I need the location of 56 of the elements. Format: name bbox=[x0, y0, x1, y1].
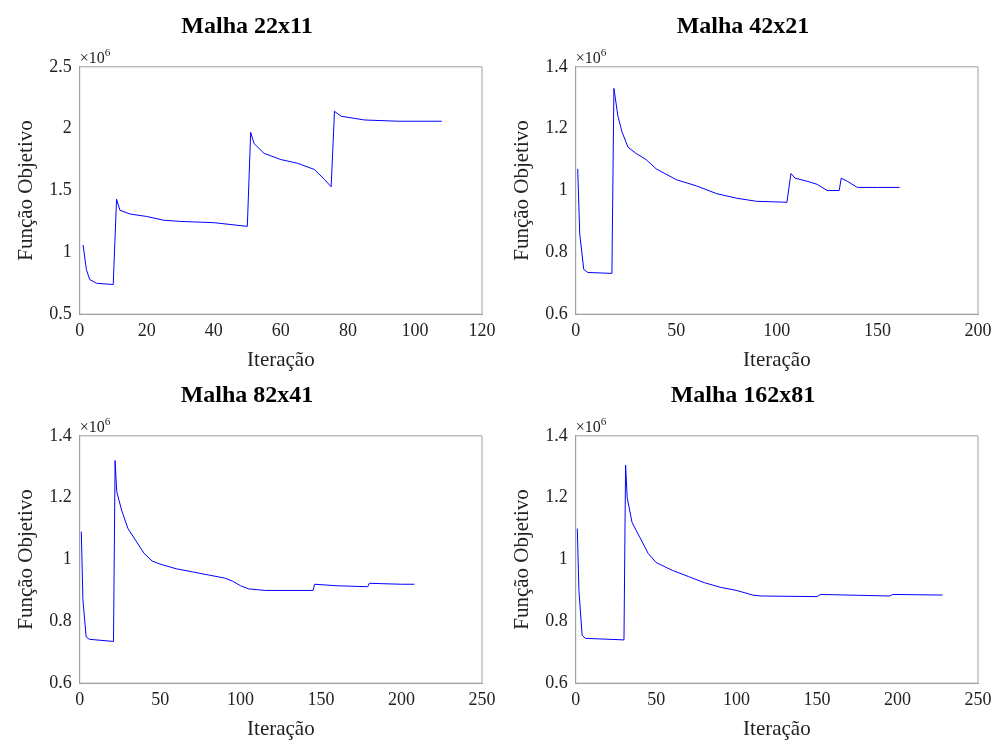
x-tick-label: 150 bbox=[863, 319, 891, 340]
y-tick-label: 1 bbox=[62, 548, 72, 569]
y-tick-label: 0.6 bbox=[545, 671, 568, 692]
x-tick-label: 150 bbox=[307, 688, 335, 709]
x-tick-label: 120 bbox=[468, 319, 496, 340]
x-tick-label: 150 bbox=[803, 688, 831, 709]
chart-title: Malha 82x41 bbox=[180, 380, 314, 407]
x-tick-label: 100 bbox=[723, 688, 751, 709]
y-tick-label: 0.8 bbox=[545, 241, 568, 262]
x-tick-label: 100 bbox=[401, 319, 429, 340]
y-axis-title: Função Objetivo bbox=[509, 489, 534, 630]
x-tick-label: 200 bbox=[964, 319, 992, 340]
x-tick-label: 80 bbox=[338, 319, 357, 340]
x-tick-label: 60 bbox=[271, 319, 290, 340]
y-tick-label: 1 bbox=[62, 241, 72, 262]
x-tick-label: 250 bbox=[964, 688, 992, 709]
x-tick-label: 40 bbox=[204, 319, 223, 340]
x-tick-label: 200 bbox=[388, 688, 416, 709]
y-tick-label: 0.6 bbox=[49, 671, 72, 692]
x-tick-label: 50 bbox=[667, 319, 686, 340]
x-axis-title: Iteração bbox=[743, 715, 811, 740]
x-axis-title: Iteração bbox=[743, 346, 811, 371]
y-tick-label: 1.2 bbox=[49, 486, 72, 507]
x-tick-label: 200 bbox=[884, 688, 912, 709]
x-tick-label: 100 bbox=[763, 319, 791, 340]
y-tick-label: 1 bbox=[558, 179, 568, 200]
x-axis-title: Iteração bbox=[247, 715, 315, 740]
y-axis-title: Função Objetivo bbox=[13, 120, 38, 261]
y-axis-title: Função Objetivo bbox=[509, 120, 534, 261]
y-axis-title: Função Objetivo bbox=[13, 489, 38, 630]
y-tick-label: 1.5 bbox=[49, 179, 72, 200]
x-tick-label: 100 bbox=[227, 688, 255, 709]
y-tick-label: 1.2 bbox=[545, 486, 568, 507]
y-tick-label: 0.5 bbox=[49, 302, 72, 323]
y-tick-label: 1.4 bbox=[545, 424, 568, 445]
chart-title: Malha 42x21 bbox=[676, 11, 810, 38]
x-tick-label: 50 bbox=[151, 688, 170, 709]
y-tick-label: 1 bbox=[558, 548, 568, 569]
x-axis-title: Iteração bbox=[247, 346, 315, 371]
y-tick-label: 0.6 bbox=[545, 302, 568, 323]
x-tick-label: 0 bbox=[571, 319, 581, 340]
x-tick-label: 0 bbox=[571, 688, 581, 709]
x-tick-label: 20 bbox=[137, 319, 156, 340]
y-tick-label: 0.8 bbox=[545, 610, 568, 631]
y-tick-label: 2 bbox=[62, 117, 72, 138]
x-tick-label: 50 bbox=[647, 688, 666, 709]
y-tick-label: 0.8 bbox=[49, 610, 72, 631]
x-tick-label: 250 bbox=[468, 688, 496, 709]
y-tick-label: 1.2 bbox=[545, 117, 568, 138]
y-tick-label: 1.4 bbox=[49, 424, 72, 445]
chart-title: Malha 22x11 bbox=[181, 11, 313, 38]
chart-title: Malha 162x81 bbox=[670, 380, 816, 407]
y-tick-label: 1.4 bbox=[545, 55, 568, 76]
x-tick-label: 0 bbox=[75, 319, 85, 340]
x-tick-label: 0 bbox=[75, 688, 85, 709]
y-tick-label: 2.5 bbox=[49, 55, 72, 76]
